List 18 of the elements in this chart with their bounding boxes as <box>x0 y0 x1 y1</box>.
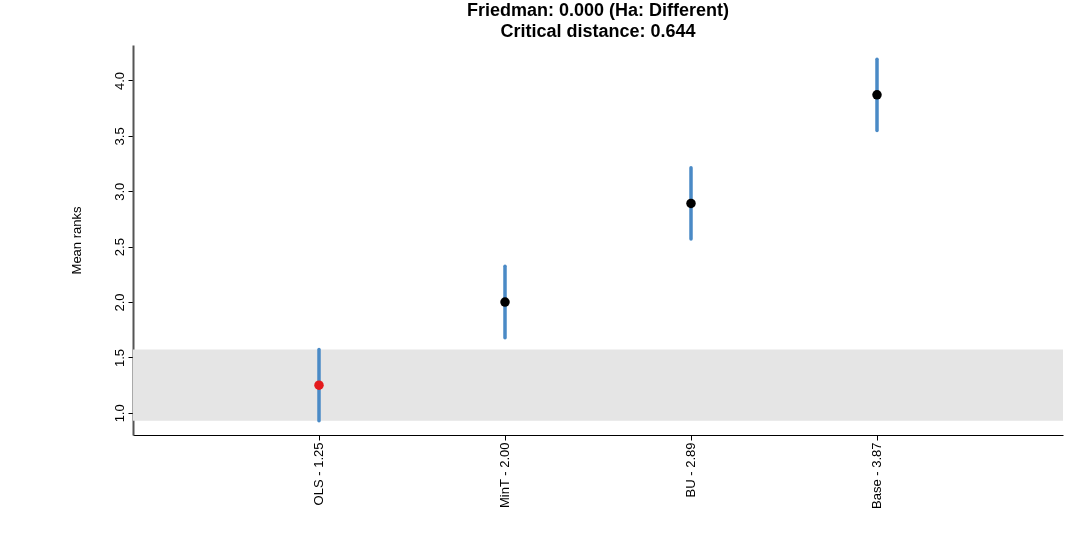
y-tick-label: 1.5 <box>111 348 127 367</box>
y-tick-label: 4.0 <box>111 71 127 90</box>
chart-title: Friedman: 0.000 (Ha: Different) <box>466 0 730 20</box>
y-tick-label: 2.5 <box>111 238 127 257</box>
y-axis-title: Mean ranks <box>68 206 84 275</box>
x-tick-label: OLS - 1.25 <box>311 442 326 506</box>
point <box>500 297 510 307</box>
y-tick-label: 3.0 <box>111 182 127 201</box>
y-tick-label: 1.0 <box>111 404 127 423</box>
x-tick-label: Base - 3.87 <box>869 442 884 509</box>
point <box>686 198 696 209</box>
point <box>314 380 324 390</box>
x-tick-label: BU - 2.89 <box>683 442 698 498</box>
y-tick-label: 3.5 <box>111 127 127 146</box>
y-tick-label: 2.0 <box>111 293 127 312</box>
point <box>872 90 882 100</box>
chart-subtitle: Critical distance: 0.644 <box>500 21 696 41</box>
x-tick-label: MinT - 2.00 <box>497 442 512 509</box>
